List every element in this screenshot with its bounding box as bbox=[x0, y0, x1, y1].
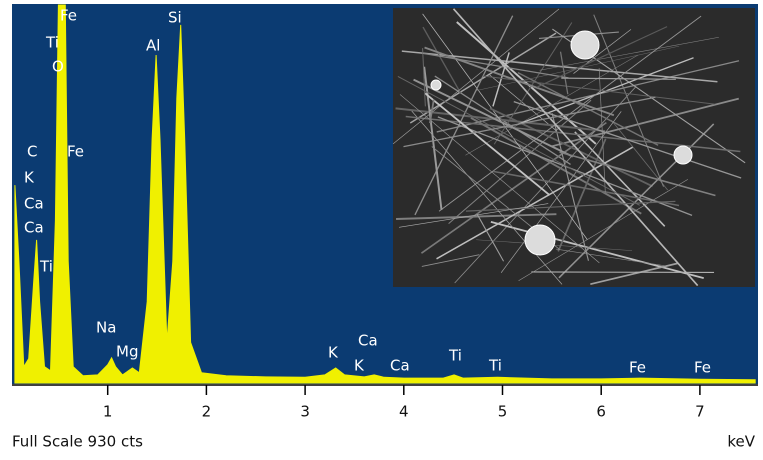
peak-label: Al bbox=[146, 37, 160, 55]
sem-fiber bbox=[424, 46, 615, 117]
peak-label: Fe bbox=[60, 7, 77, 25]
sem-fiber bbox=[399, 94, 600, 264]
sem-fiber bbox=[421, 254, 480, 267]
peak-label: Ti bbox=[39, 258, 53, 276]
sem-fiber bbox=[559, 151, 716, 197]
peak-label: O bbox=[52, 58, 64, 76]
peak-label: Ca bbox=[358, 332, 378, 350]
sem-fiber bbox=[436, 60, 740, 133]
peak-label: Ti bbox=[448, 347, 462, 365]
sem-fiber bbox=[531, 271, 715, 274]
sem-particle bbox=[570, 30, 600, 60]
sem-fiber bbox=[420, 121, 607, 254]
sem-fiber bbox=[489, 107, 653, 188]
x-tick-label: 4 bbox=[399, 403, 409, 421]
peak-label: Mg bbox=[116, 343, 138, 361]
sem-fiber bbox=[422, 26, 462, 94]
sem-fiber bbox=[539, 36, 719, 71]
sem-fiber bbox=[454, 86, 637, 284]
sem-fiber bbox=[413, 78, 574, 158]
sem-fiber bbox=[559, 51, 569, 95]
spectrum bbox=[14, 4, 756, 384]
x-tick-label: 6 bbox=[596, 403, 606, 421]
sem-fiber bbox=[409, 32, 557, 124]
peak-label: Ti bbox=[488, 357, 502, 375]
peak-label: Ca bbox=[390, 357, 410, 375]
peak-label: K bbox=[354, 357, 365, 375]
sem-fiber bbox=[476, 214, 505, 262]
sem-fiber bbox=[536, 26, 668, 88]
x-axis-label: keV bbox=[727, 433, 755, 451]
sem-fiber bbox=[557, 138, 607, 252]
sem-fiber bbox=[403, 96, 656, 148]
sem-fiber bbox=[396, 213, 557, 220]
sem-fiber bbox=[561, 77, 676, 80]
sem-image bbox=[392, 8, 755, 287]
sem-fiber bbox=[437, 116, 693, 216]
peak-label: Si bbox=[168, 9, 182, 27]
sem-particle bbox=[430, 79, 442, 91]
sem-fiber bbox=[423, 66, 443, 211]
peak-label: Ti bbox=[45, 34, 59, 52]
sem-fiber bbox=[574, 131, 666, 227]
sem-fiber bbox=[436, 146, 634, 260]
peak-label: Fe bbox=[694, 359, 711, 377]
sem-particle bbox=[524, 224, 556, 256]
sem-fiber bbox=[414, 15, 514, 216]
sem-fiber bbox=[424, 92, 551, 196]
x-tick-label: 3 bbox=[300, 403, 310, 421]
sem-fiber bbox=[397, 76, 640, 206]
peak-label: Fe bbox=[67, 143, 84, 161]
sem-particle bbox=[673, 145, 693, 165]
full-scale-label: Full Scale 930 cts bbox=[12, 433, 143, 451]
peak-label: Fe bbox=[629, 359, 646, 377]
sem-fiber bbox=[423, 52, 569, 79]
peak-label: Ca bbox=[24, 219, 44, 237]
x-tick-label: 2 bbox=[202, 403, 212, 421]
sem-fiber bbox=[513, 100, 742, 179]
peak-label: K bbox=[328, 344, 339, 362]
sem-fiber bbox=[490, 221, 704, 280]
peak-label: Ca bbox=[24, 195, 44, 213]
sem-fiber bbox=[555, 248, 666, 267]
x-tick-label: 7 bbox=[695, 403, 705, 421]
sem-fiber bbox=[429, 99, 435, 124]
sem-fiber bbox=[492, 52, 510, 107]
sem-fiber bbox=[492, 170, 680, 207]
sem-fiber bbox=[470, 116, 642, 215]
sem-fiber bbox=[392, 8, 560, 145]
x-tick-label: 1 bbox=[103, 403, 113, 421]
x-tick-label: 5 bbox=[498, 403, 508, 421]
peak-label: C bbox=[27, 143, 37, 161]
peak-label: K bbox=[24, 169, 35, 187]
sem-fiber bbox=[500, 111, 622, 273]
sem-fiber bbox=[448, 99, 592, 225]
sem-fiber bbox=[551, 97, 739, 148]
sem-fiber bbox=[482, 75, 715, 105]
peak-label: Na bbox=[96, 319, 116, 337]
sem-fiber bbox=[399, 203, 549, 228]
sem-fiber bbox=[465, 200, 676, 212]
sem-fiber bbox=[590, 262, 679, 286]
sem-fiber bbox=[452, 8, 699, 287]
sem-fiber bbox=[518, 179, 688, 281]
sem-fiber bbox=[593, 14, 665, 187]
sem-fiber bbox=[422, 48, 426, 107]
sem-fiber bbox=[551, 113, 589, 261]
sem-fiber bbox=[598, 68, 606, 193]
